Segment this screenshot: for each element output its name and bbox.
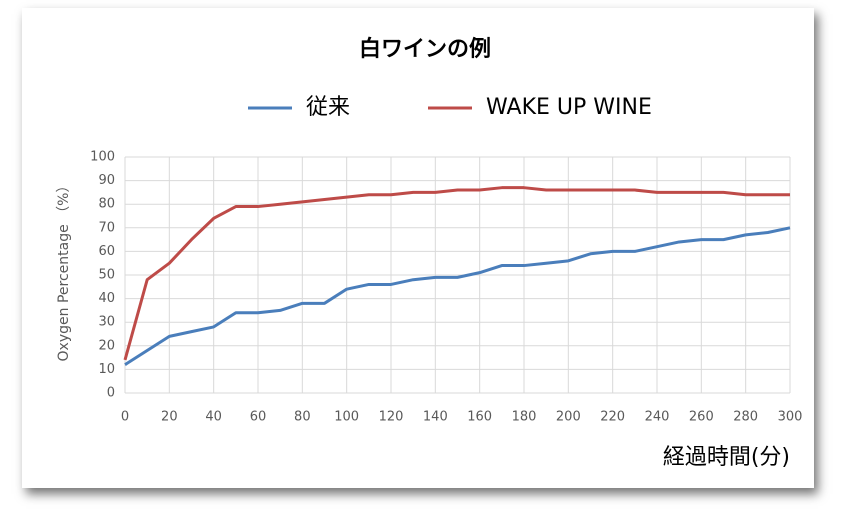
x-tick-label: 100: [334, 410, 359, 425]
line-series: [124, 226, 791, 366]
x-tick-label: 20: [161, 410, 178, 425]
y-tick-label: 10: [98, 362, 115, 377]
line-series: [123, 186, 790, 361]
y-tick-label: 50: [98, 268, 115, 283]
y-tick-label: 40: [98, 291, 115, 306]
x-tick-label: 200: [556, 410, 581, 425]
x-tick-label: 280: [733, 410, 758, 425]
y-tick-label: 0: [107, 386, 115, 401]
x-tick-label: 80: [294, 410, 311, 425]
x-tick-label: 260: [689, 410, 714, 425]
y-tick-label: 20: [98, 338, 115, 353]
legend-label: WAKE UP WINE: [486, 95, 652, 120]
legend-label: 従来: [306, 95, 350, 120]
y-tick-label: 70: [98, 220, 115, 235]
x-axis-label: 経過時間(分): [663, 445, 790, 470]
y-tick-label: 90: [98, 173, 115, 188]
x-tick-label: 160: [467, 410, 492, 425]
x-tick-label: 140: [423, 410, 448, 425]
x-tick-label: 220: [600, 410, 625, 425]
card: [22, 8, 814, 488]
x-tick-label: 120: [379, 410, 404, 425]
x-tick-label: 300: [778, 410, 803, 425]
x-tick-label: 180: [512, 410, 537, 425]
x-tick-label: 0: [121, 410, 129, 425]
y-tick-label: 60: [98, 244, 115, 259]
chart-title: 白ワインの例: [359, 36, 491, 62]
y-tick-label: 100: [90, 150, 115, 165]
x-tick-label: 240: [645, 410, 670, 425]
y-axis-label: Oxygen Percentage （%）: [56, 179, 72, 362]
y-tick-label: 80: [98, 197, 115, 212]
y-tick-label: 30: [98, 315, 115, 330]
x-tick-label: 60: [250, 410, 267, 425]
x-tick-label: 40: [205, 410, 222, 425]
